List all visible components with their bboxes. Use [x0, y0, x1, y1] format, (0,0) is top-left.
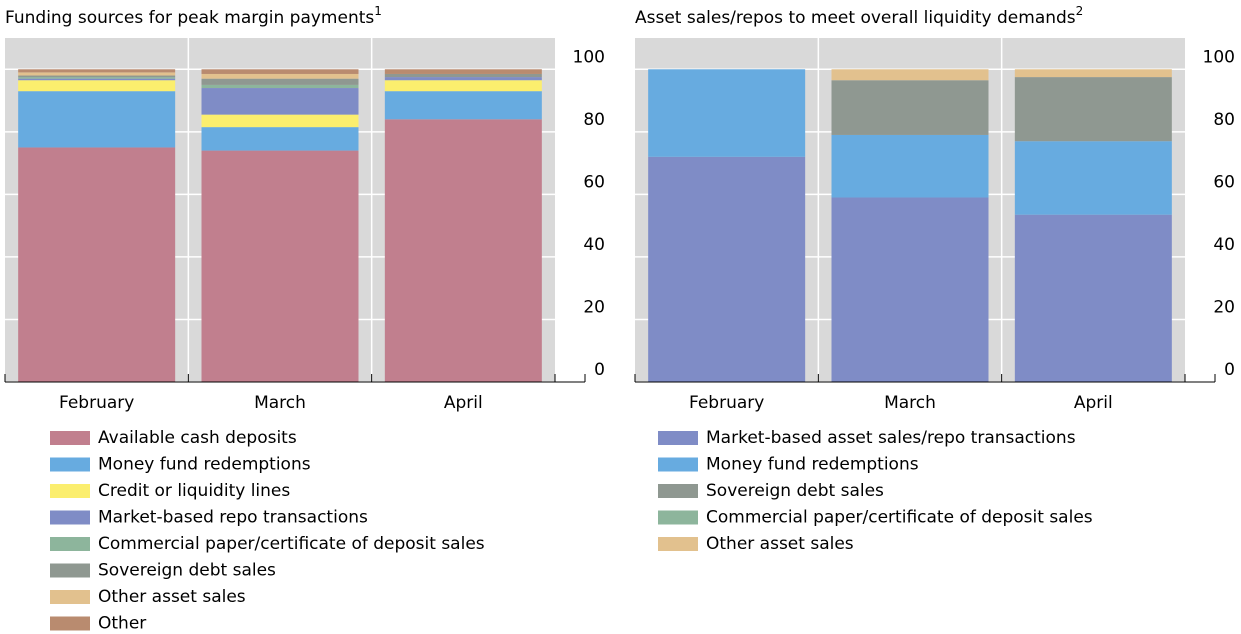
- bar-segment: [648, 69, 806, 157]
- bar-segment: [648, 156, 806, 382]
- legend-swatch: [658, 537, 698, 551]
- bar-segment: [201, 73, 359, 79]
- bar-segment: [384, 73, 542, 78]
- legend-swatch: [50, 510, 90, 525]
- bar-segment: [384, 91, 542, 120]
- legend-label: Money fund redemptions: [98, 455, 311, 475]
- bar-segment: [1014, 141, 1172, 215]
- legend-swatch: [658, 510, 698, 525]
- bar-segment: [18, 75, 176, 78]
- bar-segment: [201, 114, 359, 128]
- chart-title: Asset sales/repos to meet overall liquid…: [635, 4, 1083, 29]
- bar-segment: [384, 119, 542, 383]
- legend-swatch: [50, 431, 90, 445]
- bar-segment: [384, 69, 542, 74]
- y-tick-label: 20: [583, 297, 605, 317]
- legend-label: Market-based repo transactions: [98, 508, 368, 528]
- bar-segment: [18, 77, 176, 79]
- x-tick-label: April: [444, 393, 483, 413]
- x-tick-label: April: [1074, 393, 1113, 413]
- bar-segment: [18, 147, 176, 382]
- bar-segment: [1014, 77, 1172, 142]
- legend-label: Commercial paper/certificate of deposit …: [98, 534, 485, 554]
- legend-label: Credit or liquidity lines: [98, 481, 290, 501]
- bar-segment: [831, 80, 989, 135]
- bar-segment: [831, 69, 989, 81]
- y-tick-label: 0: [1224, 360, 1235, 380]
- y-tick-label: 0: [594, 360, 605, 380]
- x-tick-label: March: [254, 393, 306, 413]
- y-tick-label: 20: [1213, 297, 1235, 317]
- bar-segment: [18, 72, 176, 76]
- legend-swatch: [50, 484, 90, 498]
- x-tick-label: February: [689, 393, 764, 413]
- legend-label: Commercial paper/certificate of deposit …: [706, 508, 1093, 528]
- y-tick-label: 80: [583, 110, 605, 130]
- bar-segment: [1014, 69, 1172, 78]
- legend-label: Other asset sales: [98, 587, 246, 607]
- legend-swatch: [50, 616, 90, 631]
- title-text: Asset sales/repos to meet overall liquid…: [635, 8, 1076, 28]
- y-tick-label: 60: [583, 172, 605, 192]
- bar-segment: [201, 150, 359, 382]
- bar-segment: [201, 69, 359, 74]
- legend-label: Available cash deposits: [98, 428, 297, 448]
- bar-segment: [831, 197, 989, 382]
- bar-segment: [201, 78, 359, 85]
- legend-label: Money fund redemptions: [706, 455, 919, 475]
- legend-swatch: [50, 537, 90, 551]
- legend-swatch: [658, 484, 698, 498]
- bar-segment: [831, 134, 989, 198]
- y-tick-label: 100: [573, 47, 605, 67]
- legend-label: Sovereign debt sales: [98, 561, 276, 581]
- legend-label: Other: [98, 614, 146, 634]
- legend-label: Other asset sales: [706, 534, 854, 554]
- legend-swatch: [50, 563, 90, 578]
- chart-title: Funding sources for peak margin payments…: [5, 4, 382, 29]
- y-tick-label: 60: [1213, 172, 1235, 192]
- bar-segment: [18, 80, 176, 92]
- title-note: 2: [1076, 4, 1084, 18]
- bar-segment: [384, 77, 542, 81]
- bar-segment: [1014, 214, 1172, 382]
- y-tick-label: 40: [583, 235, 605, 255]
- bar-segment: [201, 84, 359, 89]
- legend-label: Market-based asset sales/repo transactio…: [706, 428, 1076, 448]
- legend-swatch: [658, 431, 698, 445]
- bar-segment: [201, 127, 359, 151]
- y-tick-label: 40: [1213, 235, 1235, 255]
- y-tick-label: 80: [1213, 110, 1235, 130]
- legend-swatch: [50, 590, 90, 604]
- bar-segment: [384, 80, 542, 92]
- bar-segment: [201, 88, 359, 115]
- bar-segment: [18, 91, 176, 148]
- legend-label: Sovereign debt sales: [706, 481, 884, 501]
- bar-segment: [18, 69, 176, 73]
- x-tick-label: March: [884, 393, 936, 413]
- title-note: 1: [374, 4, 382, 18]
- legend-swatch: [658, 457, 698, 472]
- y-tick-label: 100: [1203, 47, 1235, 67]
- title-text: Funding sources for peak margin payments: [5, 8, 374, 28]
- bar-segment: [18, 78, 176, 81]
- legend-swatch: [50, 457, 90, 472]
- x-tick-label: February: [59, 393, 134, 413]
